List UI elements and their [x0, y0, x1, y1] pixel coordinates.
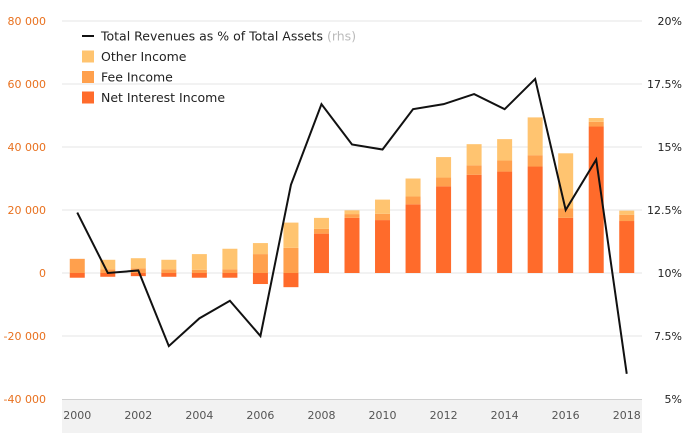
bar-net-interest-income-2004 — [191, 273, 207, 278]
right-tick-label: 15% — [658, 141, 682, 154]
bar-fee-income-2007 — [283, 247, 299, 273]
bar-net-interest-income-2007 — [283, 273, 299, 288]
right-tick-label: 10% — [658, 267, 682, 280]
left-tick-label: -20 000 — [4, 330, 46, 343]
x-tick-label: 2012 — [430, 409, 458, 422]
bar-fee-income-2003 — [161, 269, 177, 273]
legend-swatch — [82, 71, 94, 83]
bar-other-income-2005 — [222, 248, 238, 270]
bar-other-income-2006 — [252, 243, 268, 255]
bar-fee-income-2012 — [436, 177, 452, 187]
right-tick-label: 17.5% — [647, 78, 682, 91]
line-total-revenues-pct — [76, 76, 628, 374]
bar-fee-income-2018 — [619, 214, 635, 222]
bar-other-income-2010 — [375, 199, 391, 214]
legend-label: Total Revenues as % of Total Assets (rhs) — [100, 29, 356, 44]
bar-fee-income-2000 — [69, 258, 85, 273]
left-tick-label: 0 — [39, 267, 46, 280]
legend: Total Revenues as % of Total Assets (rhs)… — [82, 29, 356, 105]
legend-label: Net Interest Income — [101, 90, 225, 105]
bar-net-interest-income-2001 — [100, 273, 116, 277]
bar-other-income-2002 — [130, 258, 146, 269]
right-tick-label: 5% — [665, 393, 682, 406]
x-tick-label: 2008 — [307, 409, 335, 422]
left-tick-label: -40 000 — [4, 393, 46, 406]
x-tick-label: 2010 — [369, 409, 397, 422]
x-tick-label: 2004 — [185, 409, 213, 422]
bar-other-income-2014 — [497, 139, 513, 161]
bar-other-income-2001 — [100, 259, 116, 270]
right-tick-label: 20% — [658, 15, 682, 28]
bar-net-interest-income-2006 — [252, 273, 268, 285]
bar-other-income-2011 — [405, 178, 421, 197]
bar-net-interest-income-2003 — [161, 273, 177, 277]
left-tick-label: 20 000 — [8, 204, 47, 217]
bar-other-income-2007 — [283, 222, 299, 248]
bar-net-interest-income-2016 — [558, 217, 574, 273]
bar-net-interest-income-2000 — [69, 273, 85, 278]
bar-net-interest-income-2017 — [588, 126, 604, 274]
bar-fee-income-2016 — [558, 208, 574, 218]
bar-fee-income-2008 — [313, 228, 329, 234]
legend-label: Fee Income — [101, 70, 173, 85]
x-axis-band — [62, 399, 642, 433]
x-tick-label: 2002 — [124, 409, 152, 422]
bar-net-interest-income-2014 — [497, 171, 513, 273]
bar-other-income-2009 — [344, 210, 360, 215]
bar-fee-income-2011 — [405, 196, 421, 205]
x-axis-background — [62, 399, 642, 433]
bar-fee-income-2013 — [466, 165, 482, 175]
x-tick-label: 2014 — [491, 409, 519, 422]
bar-net-interest-income-2011 — [405, 204, 421, 273]
legend-label: Other Income — [101, 49, 187, 64]
x-tick-label: 2000 — [63, 409, 91, 422]
bar-other-income-2008 — [313, 217, 329, 229]
right-axis-ticks: 5% 7.5% 10% 12.5% 15% 17.5% 20% — [647, 15, 682, 406]
bar-other-income-2003 — [161, 259, 177, 270]
bar-fee-income-2014 — [497, 160, 513, 172]
bar-net-interest-income-2002 — [130, 273, 146, 277]
right-tick-label: 7.5% — [654, 330, 682, 343]
legend-swatch — [82, 91, 94, 104]
bar-other-income-2013 — [466, 144, 482, 166]
left-tick-label: 40 000 — [8, 141, 47, 154]
bar-fee-income-2015 — [527, 155, 543, 167]
x-tick-label: 2018 — [613, 409, 641, 422]
bar-fee-income-2009 — [344, 214, 360, 218]
bar-net-interest-income-2010 — [375, 220, 391, 273]
line-series-group — [76, 76, 628, 374]
bar-other-income-2015 — [527, 117, 543, 156]
bar-net-interest-income-2009 — [344, 217, 360, 273]
left-tick-label: 80 000 — [8, 15, 47, 28]
x-tick-label: 2006 — [246, 409, 274, 422]
bar-other-income-2018 — [619, 210, 635, 215]
gridlines — [62, 20, 642, 337]
bar-other-income-2004 — [191, 254, 207, 270]
left-axis-ticks: -40 000 -20 000 0 20 000 40 000 60 000 80 000 — [4, 15, 46, 406]
bar-fee-income-2010 — [375, 213, 391, 221]
bar-fee-income-2005 — [222, 269, 238, 273]
x-axis-ticks: 2000 2002 2004 2006 2008 2010 2012 2014 2016 2018 — [63, 409, 640, 422]
bar-net-interest-income-2015 — [527, 166, 543, 273]
left-tick-label: 60 000 — [8, 78, 47, 91]
legend-swatch — [82, 50, 94, 63]
bar-other-income-2017 — [588, 118, 604, 122]
bar-net-interest-income-2018 — [619, 221, 635, 273]
bar-net-interest-income-2013 — [466, 174, 482, 273]
bar-other-income-2012 — [436, 157, 452, 178]
bar-fee-income-2004 — [191, 269, 207, 273]
right-tick-label: 12.5% — [647, 204, 682, 217]
bar-fee-income-2017 — [588, 121, 604, 127]
bar-fee-income-2006 — [252, 254, 268, 273]
bar-net-interest-income-2012 — [436, 186, 452, 273]
x-tick-label: 2016 — [552, 409, 580, 422]
bar-net-interest-income-2005 — [222, 273, 238, 278]
bar-net-interest-income-2008 — [313, 233, 329, 273]
